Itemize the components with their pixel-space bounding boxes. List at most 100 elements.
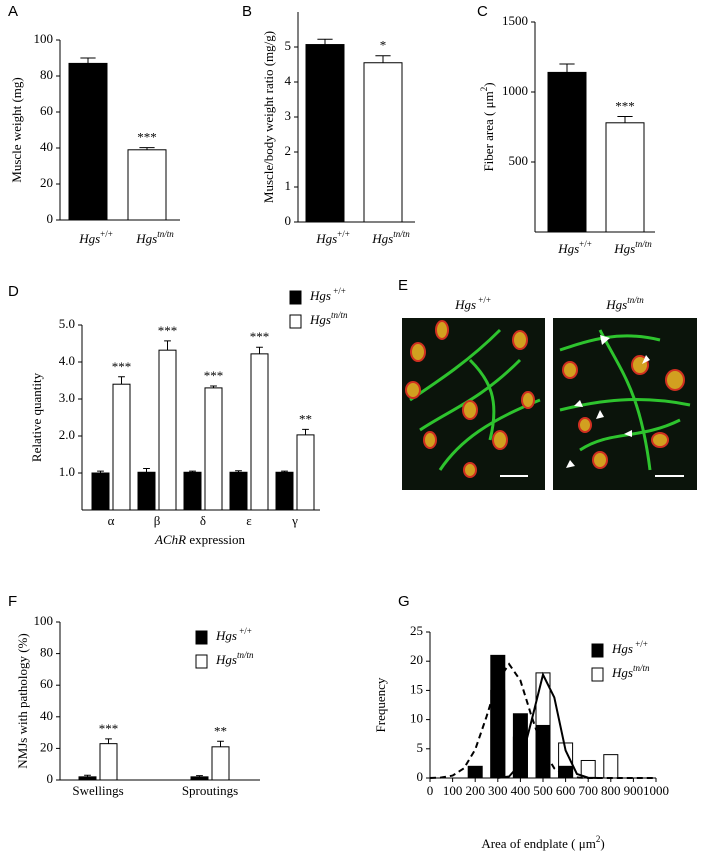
error-bar <box>196 775 203 777</box>
error-bar <box>105 738 112 744</box>
y-tick-label: 0 <box>417 769 424 784</box>
bar <box>512 713 528 779</box>
text-segment: +/+ <box>237 626 252 636</box>
y-tick-label: 1500 <box>502 13 528 28</box>
text-segment: tn/tn <box>633 663 650 673</box>
error-bar <box>84 774 91 777</box>
error-bar <box>118 376 125 385</box>
x-tick-label: δ <box>200 513 206 528</box>
x-axis-label: Area of endplate ( μm2) <box>481 834 604 851</box>
x-tick-label: 0 <box>427 783 434 798</box>
bar <box>211 746 230 781</box>
legend-swatch <box>591 643 604 658</box>
legend-label: Hgs +/+ <box>611 639 648 656</box>
error-bar <box>80 57 96 64</box>
significance-label: *** <box>250 329 270 344</box>
text-segment: +/+ <box>337 229 350 239</box>
y-tick-label: 10 <box>410 711 423 726</box>
text-segment: Hgs <box>309 312 331 327</box>
x-tick-label: 900 <box>624 783 644 798</box>
x-tick-label: 500 <box>533 783 553 798</box>
x-tick-label: Sproutings <box>182 783 238 798</box>
x-tick-label: 1000 <box>643 783 669 798</box>
bar <box>78 776 97 781</box>
error-bar <box>235 470 242 473</box>
endplates <box>405 320 685 478</box>
y-tick-label: 20 <box>40 739 53 754</box>
panel-letter: B <box>242 3 252 20</box>
error-bar <box>97 470 104 473</box>
text-segment: Hgs <box>215 628 237 643</box>
text-segment: Hgs <box>557 241 579 256</box>
y-axis-label: Fiber area ( μm2) <box>479 82 496 171</box>
y-tick-label: 100 <box>34 31 54 46</box>
bar <box>275 471 294 511</box>
y-tick-label: 2 <box>285 143 292 158</box>
y-tick-label: 1 <box>285 178 292 193</box>
x-tick-label: ε <box>246 513 252 528</box>
bar <box>603 754 619 779</box>
legend-label: Hgs +/+ <box>309 286 346 303</box>
y-tick-label: 2.0 <box>59 427 75 442</box>
legend-swatch <box>591 667 604 682</box>
x-tick-label: Hgs+/+ <box>78 229 113 246</box>
text-segment: tn/tn <box>237 650 254 660</box>
text-segment: Fiber area ( μm <box>481 91 496 171</box>
legend-label: Hgstn/tn <box>215 650 254 667</box>
bar <box>250 353 269 511</box>
bar <box>112 383 131 511</box>
y-axis-label: Frequency <box>373 677 388 732</box>
y-tick-label: 1.0 <box>59 464 75 479</box>
text-segment: +/+ <box>579 239 592 249</box>
text-segment: Hgs <box>371 231 393 246</box>
legend-label: Hgstn/tn <box>611 663 650 680</box>
text-segment: +/+ <box>633 639 648 649</box>
y-tick-label: 1000 <box>502 83 528 98</box>
bar <box>605 122 645 233</box>
fit-curve <box>429 662 656 779</box>
text-segment: ) <box>481 82 496 86</box>
x-tick-label: 400 <box>511 783 531 798</box>
y-tick-label: 80 <box>40 645 53 660</box>
error-bar <box>139 147 155 150</box>
x-tick-label: Hgstn/tn <box>135 229 174 246</box>
x-tick-label: Hgstn/tn <box>613 239 652 256</box>
significance-label: ** <box>299 411 312 426</box>
significance-label: *** <box>204 368 224 383</box>
y-tick-label: 3.0 <box>59 390 75 405</box>
bar <box>190 776 209 781</box>
x-axis-label: AChR expression <box>154 532 245 547</box>
significance-label: *** <box>112 359 132 374</box>
error-bar <box>559 63 575 73</box>
y-tick-label: 40 <box>40 708 53 723</box>
legend-swatch <box>195 654 208 669</box>
bar <box>547 71 587 233</box>
y-tick-label: 20 <box>410 652 423 667</box>
error-bar <box>375 55 391 63</box>
bar <box>229 471 248 511</box>
legend-label: Hgs +/+ <box>215 626 252 643</box>
bar <box>490 654 506 779</box>
bar <box>68 62 108 221</box>
y-axis-label: NMJs with pathology (%) <box>15 633 30 768</box>
x-tick-label: 700 <box>578 783 598 798</box>
panel-letter: G <box>398 593 410 610</box>
significance-label: *** <box>158 323 178 338</box>
text-segment: Hgs <box>454 297 476 312</box>
legend-label: Hgstn/tn <box>309 310 348 327</box>
y-tick-label: 3 <box>285 108 292 123</box>
y-tick-label: 5 <box>417 740 424 755</box>
x-tick-label: 100 <box>443 783 463 798</box>
error-bar <box>281 470 288 473</box>
y-tick-label: 60 <box>40 103 53 118</box>
text-segment: 2 <box>596 834 601 844</box>
y-tick-label: 0 <box>285 213 292 228</box>
text-segment: expression <box>186 532 245 547</box>
error-bar <box>210 385 217 388</box>
text-segment: tn/tn <box>393 229 410 239</box>
y-tick-label: 20 <box>40 175 53 190</box>
significance-label: ** <box>214 723 227 738</box>
x-tick-label: 800 <box>601 783 621 798</box>
y-tick-label: 4 <box>285 73 292 88</box>
